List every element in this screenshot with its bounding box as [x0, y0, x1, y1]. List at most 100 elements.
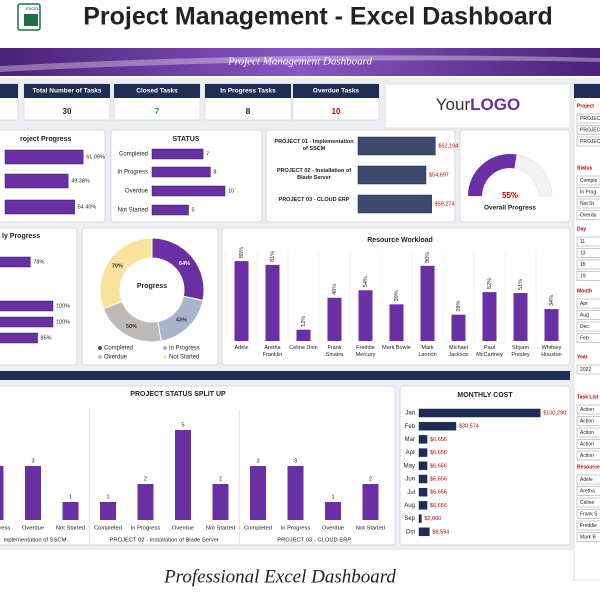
- value-label: $6,656: [430, 503, 447, 509]
- kpi-value: 10: [332, 107, 341, 116]
- slicer-item-label: 11: [580, 239, 585, 245]
- value-label: 12%: [301, 316, 307, 327]
- slicer-item-label: Action: [580, 442, 594, 448]
- bar: [357, 165, 427, 185]
- bar: [100, 502, 116, 520]
- slicer-item-label: Aug: [580, 313, 589, 319]
- page-title: Project Management - Excel Dashboard: [83, 3, 553, 31]
- slicer-item: [576, 450, 600, 461]
- bar: [513, 293, 528, 341]
- slicer-item-label: Not St: [580, 201, 595, 207]
- slicer-item-label: Adele: [580, 477, 593, 483]
- category-label: Feb: [405, 424, 416, 430]
- bar: [325, 502, 341, 520]
- slicer-item-label: Celine: [580, 500, 594, 506]
- kpi-value: 7: [155, 107, 160, 116]
- category-label: Not Started: [56, 526, 85, 532]
- category-label: Mar: [405, 437, 415, 443]
- group-label: PROJECT 02 - Installation of Blade Serve…: [110, 538, 220, 544]
- kpi-header: [114, 84, 200, 98]
- category-label: Overdue: [125, 189, 149, 195]
- category-label: Jun: [405, 477, 415, 483]
- value-label: 7: [206, 151, 209, 157]
- gauge-label: Overall Progress: [484, 205, 536, 212]
- slice-label: 50%: [126, 324, 137, 330]
- bar: [418, 527, 430, 537]
- slicer-item-label: 15: [580, 262, 586, 268]
- value-label: 52%: [487, 278, 493, 289]
- value-label: $62,194: [438, 143, 458, 149]
- kpi-header: [24, 84, 110, 98]
- category-label: Completed: [119, 152, 148, 158]
- slicer-item-label: PROJEC: [580, 116, 600, 122]
- legend-marker: [163, 346, 167, 350]
- bar: [265, 264, 280, 341]
- legend-marker: [163, 355, 167, 359]
- bar: [482, 292, 497, 341]
- chart-title: PROJECT STATUS SPLIT UP: [130, 391, 226, 398]
- value-label: 49.38%: [71, 178, 90, 184]
- value-label: 2: [369, 476, 372, 482]
- kpi-label: Total Number of Tasks: [32, 88, 101, 95]
- legend-label: Completed: [104, 346, 133, 352]
- logo-main: LOGO: [470, 95, 520, 114]
- slice-label: 43%: [176, 317, 187, 323]
- slicer-item: [576, 439, 600, 449]
- kpi-label: In Progress Tasks: [220, 88, 276, 95]
- excel-icon: EXCEL: [17, 3, 41, 31]
- logo: YourLOGO: [436, 95, 520, 114]
- icon-label: EXCEL: [26, 6, 40, 11]
- category-label: In Progress: [0, 526, 10, 532]
- slicer-item-label: Overdu: [580, 213, 597, 219]
- icon-x: [24, 14, 38, 26]
- slicer-item: [576, 271, 600, 281]
- legend-marker: [98, 346, 102, 350]
- group-label: mplementation of SSCM: [4, 538, 67, 544]
- slicer-item: [576, 486, 600, 496]
- bar: [418, 435, 428, 444]
- value-label: $8,594: [432, 529, 449, 535]
- bar: [4, 173, 69, 189]
- category-label: Sep: [404, 516, 415, 522]
- legend-marker: [98, 355, 102, 359]
- slicer-item-label: In Prog: [580, 190, 596, 196]
- value-label: 28%: [456, 301, 462, 312]
- value-label: $100,290: [543, 410, 566, 416]
- bar: [362, 484, 379, 520]
- bar: [418, 461, 428, 471]
- value-label: 78%: [33, 259, 44, 265]
- panel: [459, 129, 571, 223]
- bar: [0, 316, 54, 328]
- slicer-item-label: Action: [580, 453, 594, 459]
- slicer-item-label: Aretha: [580, 489, 595, 495]
- banner-swoosh: [0, 55, 600, 72]
- bar: [389, 304, 404, 341]
- value-label: $2,000: [424, 516, 441, 522]
- kpi-value: 8: [246, 107, 251, 116]
- slicer-item: [576, 497, 600, 508]
- slicer-item-label: 19: [580, 274, 586, 280]
- value-label: 80%: [425, 252, 431, 263]
- slicer-title: Year: [577, 354, 588, 360]
- kpi-header: [293, 84, 379, 98]
- kpi-header: [205, 84, 291, 98]
- value-label: 39%: [394, 290, 400, 301]
- slicer-item: [576, 125, 600, 135]
- bar: [358, 290, 373, 341]
- slicer-item: [576, 236, 600, 247]
- legend-label: In Progress: [169, 346, 200, 352]
- slicer-item-label: Action: [580, 407, 594, 413]
- slicer-item: [576, 416, 600, 426]
- panel: [0, 227, 78, 366]
- value-label: 85%: [239, 247, 245, 258]
- category-label: Not Started: [206, 526, 235, 532]
- bar: [151, 204, 189, 216]
- slicer-item: [576, 298, 600, 309]
- bar: [175, 430, 191, 520]
- category-label: May: [404, 463, 415, 469]
- slicer-item-label: 2022: [580, 367, 591, 373]
- group-label: PROJECT 03 - CLOUD ERP: [277, 538, 351, 544]
- bar: [327, 297, 342, 341]
- category-label: Apr: [406, 450, 415, 456]
- slicer-item: [576, 509, 600, 519]
